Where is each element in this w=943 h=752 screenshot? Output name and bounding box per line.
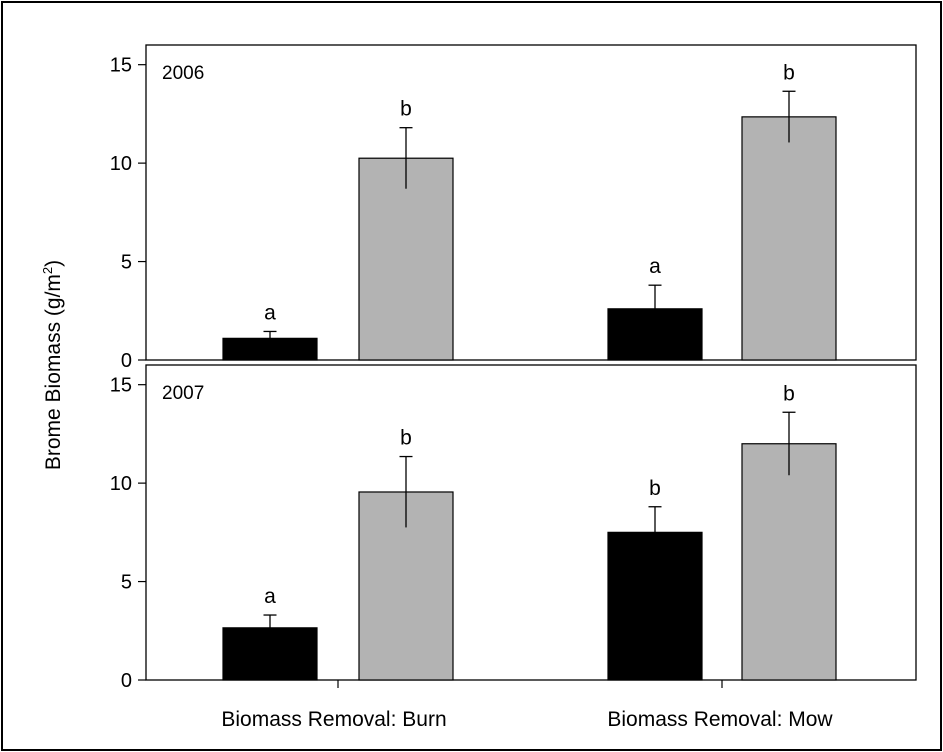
significance-letter: b bbox=[783, 382, 795, 405]
significance-letter: b bbox=[400, 427, 412, 450]
plot-frame bbox=[145, 364, 917, 681]
y-axis-label-close: ) bbox=[42, 260, 65, 267]
significance-letter: a bbox=[264, 585, 276, 608]
y-tick-label: 10 bbox=[110, 473, 132, 495]
bar bbox=[358, 157, 454, 361]
y-axis-label: Brome Biomass (g/m2) bbox=[40, 260, 65, 470]
significance-letter: b bbox=[400, 98, 412, 121]
panel-label: 2007 bbox=[162, 383, 204, 404]
y-axis-label-superscript: 2 bbox=[40, 267, 55, 274]
significance-letter: b bbox=[649, 477, 661, 500]
bar bbox=[741, 116, 837, 361]
panel-2007: 0 5 10 15 2007 a b b b bbox=[110, 364, 917, 692]
y-axis-label-text: Brome Biomass (g/m bbox=[42, 274, 65, 470]
panel-2006: 0 5 10 15 2006 a a b b bbox=[110, 44, 917, 372]
x-group-label-mow: Biomass Removal: Mow bbox=[607, 708, 833, 731]
y-tick-label: 5 bbox=[121, 572, 132, 594]
panel-label: 2006 bbox=[162, 63, 204, 84]
y-tick-label: 10 bbox=[110, 153, 132, 175]
y-tick-label: 15 bbox=[110, 375, 132, 397]
bar bbox=[741, 443, 837, 681]
plot-frame bbox=[145, 44, 917, 361]
y-tick-label: 5 bbox=[121, 252, 132, 274]
x-group-label-burn: Biomass Removal: Burn bbox=[221, 708, 446, 731]
y-tick-label: 15 bbox=[110, 55, 132, 77]
significance-letter: a bbox=[264, 301, 276, 324]
y-tick-label: 0 bbox=[121, 350, 132, 372]
significance-letter: b bbox=[783, 61, 795, 84]
y-tick-label: 0 bbox=[121, 670, 132, 692]
significance-letter: a bbox=[649, 255, 661, 278]
